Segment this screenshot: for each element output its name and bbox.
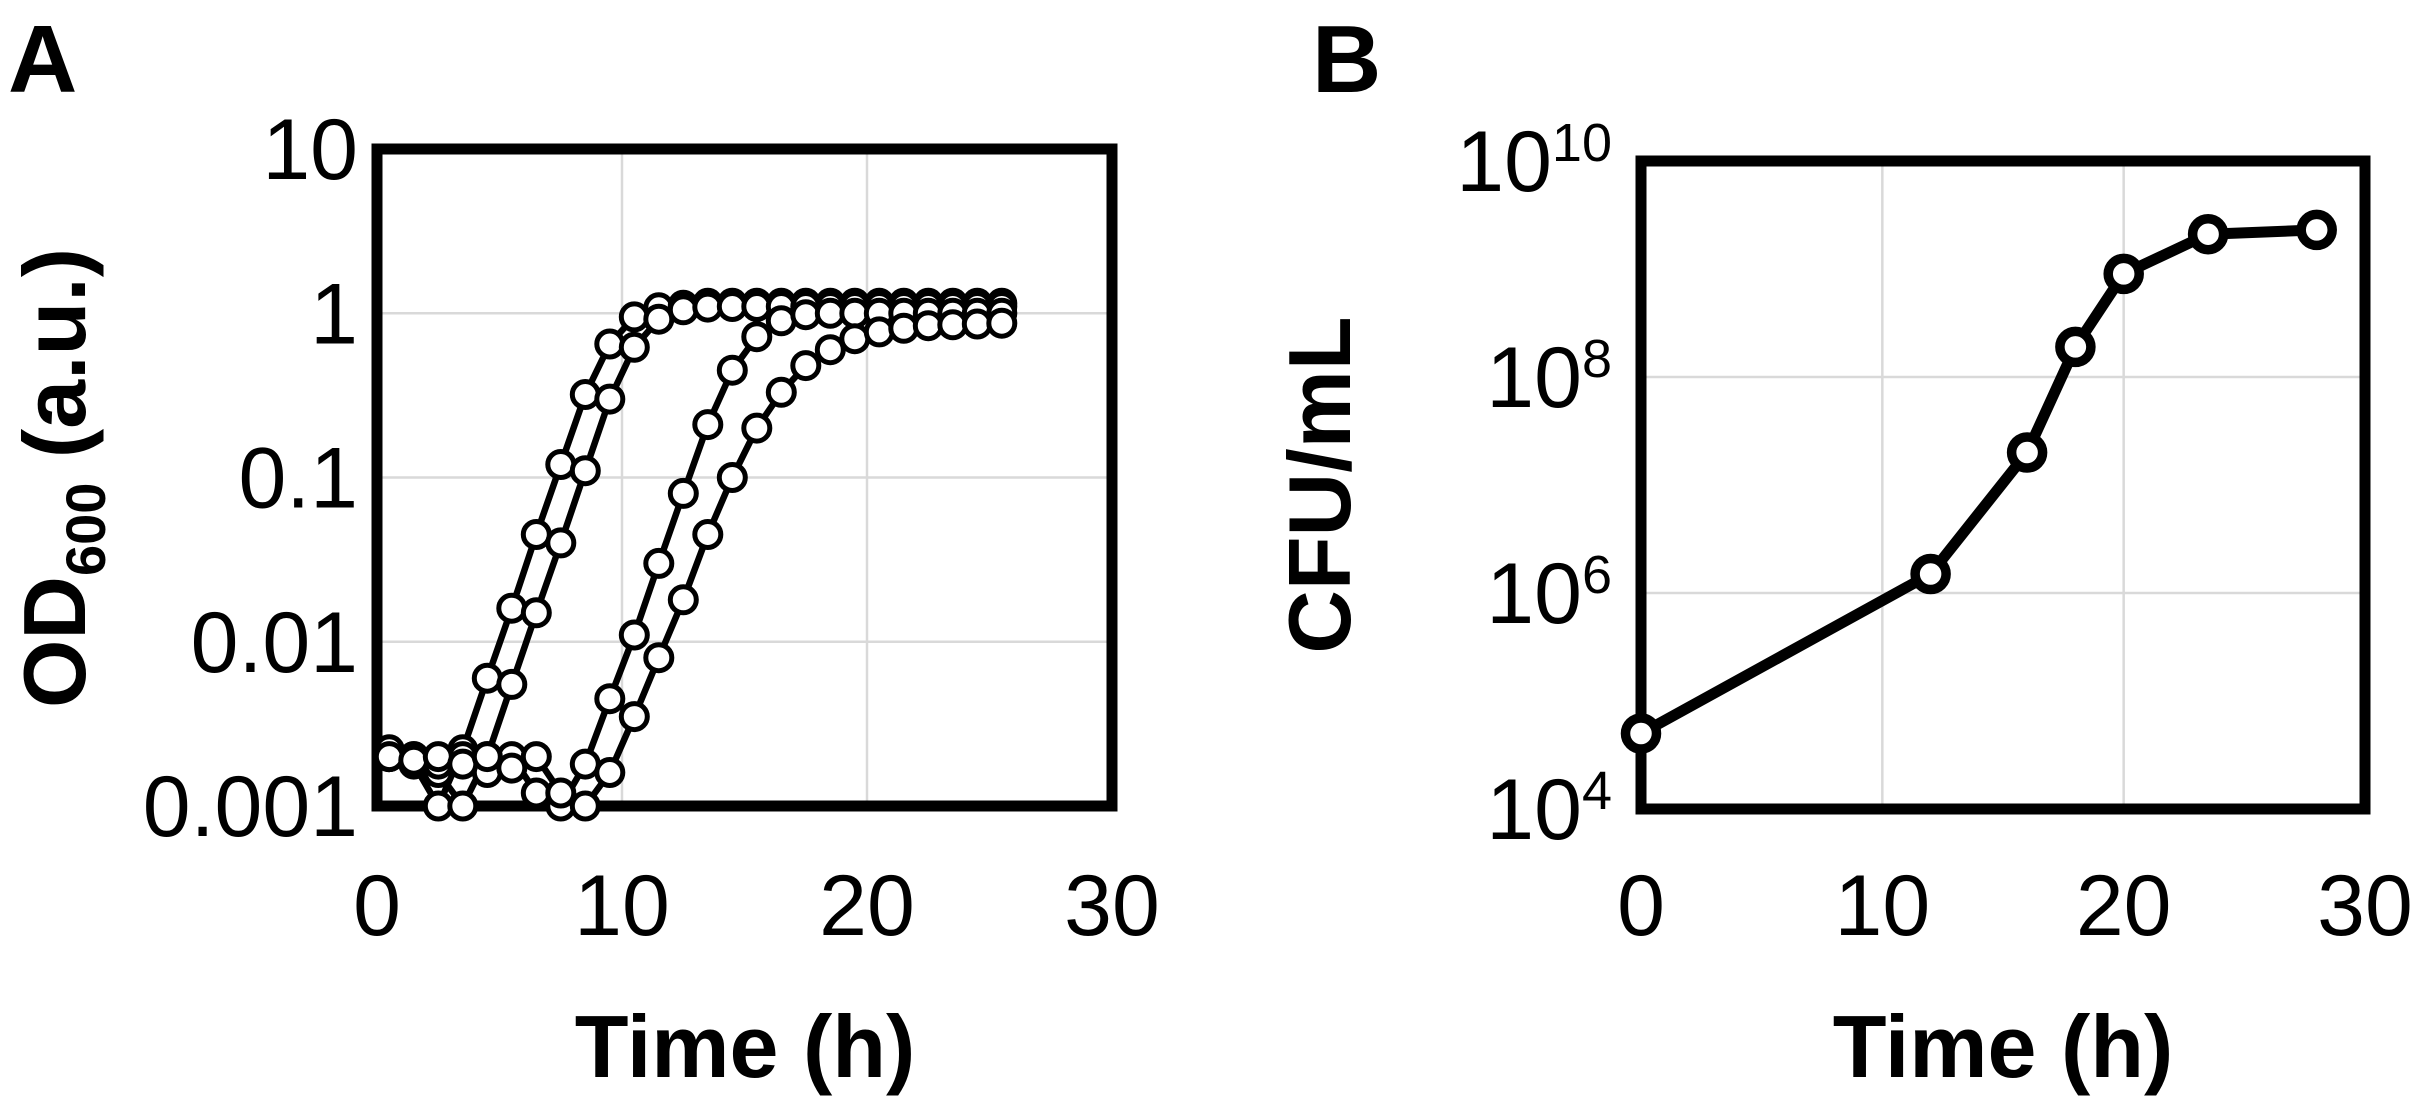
data-point-marker (741, 321, 773, 353)
panel-a-x-axis-title: Time (h) (575, 997, 916, 1096)
x-tick-label: 0 (353, 858, 401, 954)
panel-b-y-axis-title: CFU/mL (1270, 316, 1369, 653)
series-line (386, 319, 1006, 810)
data-point-marker (765, 305, 797, 337)
data-point-marker (594, 683, 626, 715)
data-point-marker (545, 449, 577, 480)
data-point-marker (643, 642, 675, 674)
data-point-marker (716, 462, 748, 493)
panel-b-plot: 0 10 20 30 1010 108 106 104 (1456, 113, 2410, 954)
data-point-marker (496, 752, 528, 784)
data-point-marker (716, 354, 748, 386)
data-point-marker (888, 312, 920, 344)
data-point-marker (569, 790, 601, 822)
data-point-marker (618, 701, 650, 733)
y-tick-label: 104 (1486, 761, 1612, 858)
y-tick-label: 10 (262, 102, 358, 198)
x-tick-label: 10 (574, 858, 670, 954)
panel-b-x-axis-title: Time (h) (1833, 997, 2174, 1096)
data-point-marker (741, 412, 773, 444)
data-point-marker (765, 376, 797, 408)
y-tick-label: 0.001 (143, 759, 358, 855)
data-point-marker (447, 790, 479, 822)
growth-curve-4 (373, 307, 1018, 822)
panel-b-letter: B (1312, 6, 1381, 113)
data-point-marker (545, 777, 577, 809)
x-tick-label: 30 (1064, 858, 1160, 954)
data-point-marker (569, 455, 601, 487)
x-tick-label: 0 (1617, 858, 1665, 954)
data-point-marker (398, 744, 430, 776)
data-point-marker (667, 477, 699, 509)
series-line (1635, 224, 2323, 739)
data-point-marker (863, 316, 895, 348)
data-point-marker (496, 592, 528, 624)
panel-a-plot: 0 10 20 30 10 1 0.1 0.01 0.001 (143, 102, 1160, 954)
data-point-marker (520, 597, 552, 629)
data-point-marker (2103, 253, 2144, 295)
y-tick-label: 106 (1486, 545, 1612, 642)
data-point-marker (520, 741, 552, 773)
data-point-marker (471, 741, 503, 773)
series-line (386, 303, 1006, 810)
y-tick-label: 1010 (1456, 113, 1612, 210)
data-point-marker (594, 328, 626, 360)
data-point-marker (594, 383, 626, 415)
data-point-marker (471, 662, 503, 694)
data-point-marker (2296, 209, 2337, 251)
plot-box (371, 143, 1118, 812)
plot-box (1635, 155, 2371, 815)
data-point-marker (643, 547, 675, 579)
x-tick-label: 20 (2076, 858, 2172, 954)
data-point-marker (692, 519, 724, 550)
data-point-marker (986, 307, 1018, 339)
data-point-marker (1620, 713, 1662, 754)
y-tick-label: 108 (1486, 329, 1612, 426)
panel-a-letter: A (8, 6, 77, 113)
y-tick-label: 1 (310, 266, 358, 362)
data-point-marker (667, 294, 699, 326)
data-point-marker (692, 409, 724, 441)
y-tick-label: 0.1 (238, 431, 358, 527)
data-point-marker (2187, 213, 2229, 255)
data-point-marker (618, 619, 650, 651)
data-point-marker (545, 527, 577, 559)
data-point-marker (790, 350, 822, 382)
panel-a-y-axis-title: OD600 (a.u.) (5, 248, 117, 708)
data-point-marker (594, 757, 626, 788)
data-point-marker (569, 379, 601, 410)
y-tick-label: 0.01 (191, 595, 358, 691)
data-point-marker (373, 741, 405, 773)
data-point-marker (667, 584, 699, 616)
data-point-marker (496, 668, 528, 700)
x-tick-label: 20 (819, 858, 915, 954)
data-point-marker (1910, 553, 1951, 595)
growth-curve-1 (373, 287, 1018, 822)
data-point-marker (814, 334, 846, 366)
series-line (386, 300, 1006, 810)
data-point-marker (2055, 326, 2096, 368)
x-tick-label: 30 (2317, 858, 2410, 954)
x-tick-label: 10 (1834, 858, 1930, 954)
viable-cell-count (1620, 209, 2337, 754)
data-point-marker (618, 331, 650, 363)
data-point-marker (839, 323, 871, 355)
data-point-marker (2006, 432, 2048, 473)
